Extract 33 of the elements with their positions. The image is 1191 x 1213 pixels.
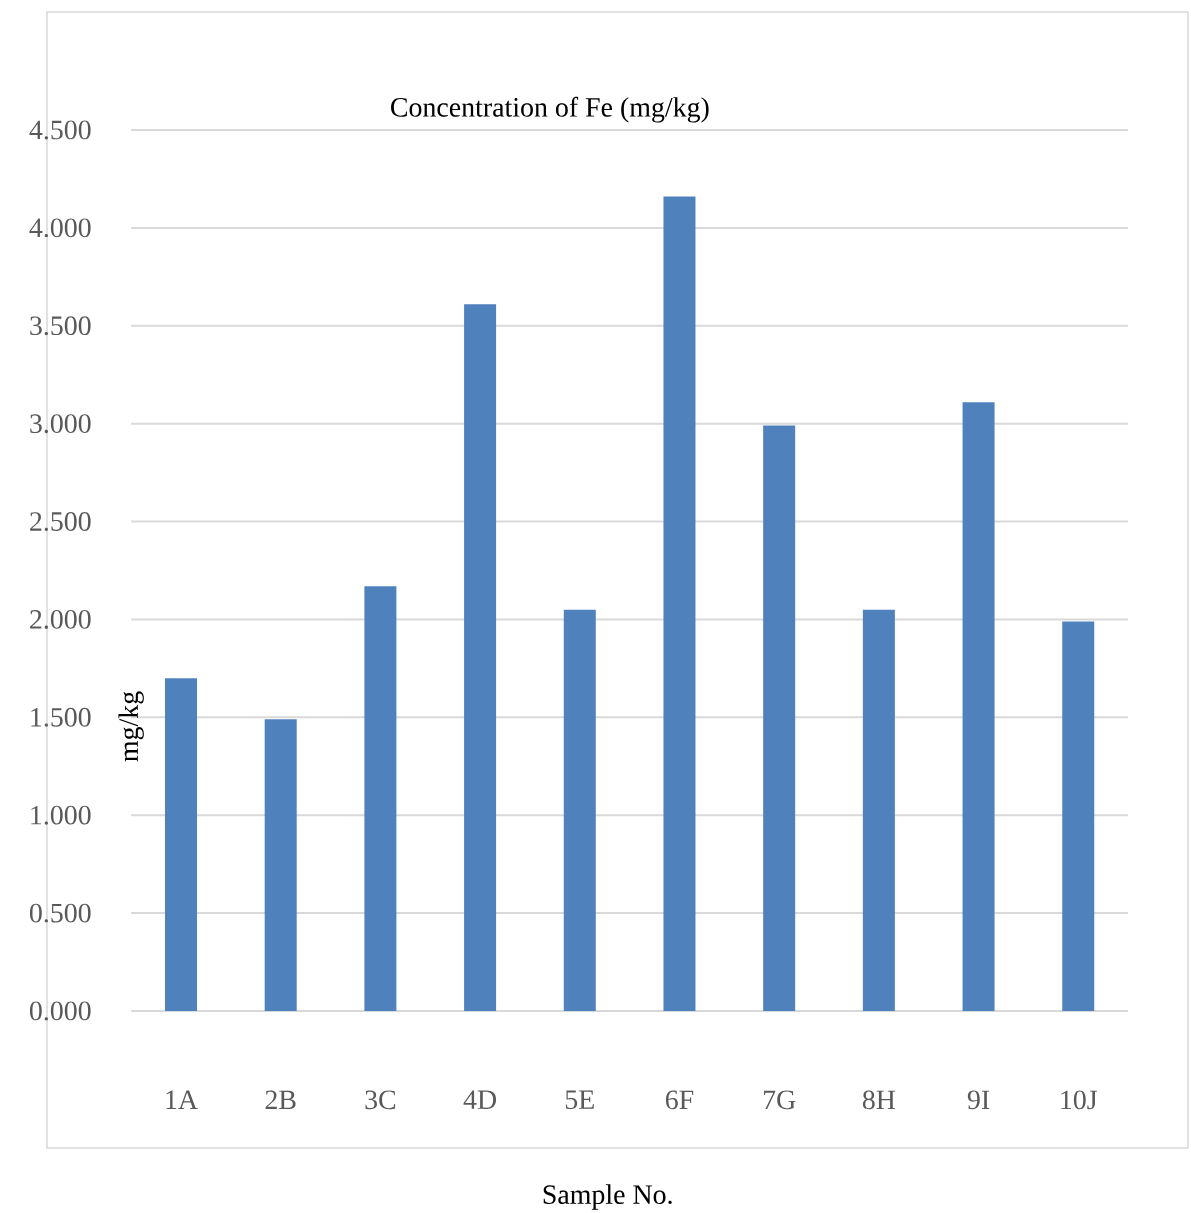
x-tick-label: 3C [365, 1090, 396, 1110]
bar [364, 586, 397, 1011]
y-tick-label: 0.000 [29, 1001, 91, 1021]
y-tick-label: 4.000 [29, 218, 91, 238]
y-tick-label: 4.500 [29, 120, 91, 140]
x-tick-label: 1A [166, 1090, 198, 1109]
bar [464, 304, 497, 1011]
y-tick-label: 1.500 [31, 707, 91, 727]
x-tick-label: 10J [1061, 1090, 1098, 1110]
chart-title: Concentration of Fe (mg/kg) [391, 96, 709, 123]
x-tick-label: 8H [862, 1090, 896, 1110]
bar [1062, 621, 1095, 1011]
x-tick-label: 6F [665, 1090, 694, 1110]
y-tick-label: 3.000 [30, 414, 91, 434]
y-tick-label: 2.500 [30, 512, 91, 532]
bar [264, 719, 297, 1011]
y-tick-label: 1.000 [31, 805, 91, 825]
x-axis-title: Sample No. [543, 1184, 672, 1210]
y-tick-label: 3.500 [30, 316, 91, 336]
y-tick-label: 2.000 [30, 609, 91, 629]
bar [962, 402, 995, 1011]
y-axis-title: mg/kg [118, 691, 144, 762]
x-tick-label: 7G [763, 1090, 796, 1110]
bar [862, 609, 895, 1011]
bar [663, 196, 696, 1011]
bar [165, 678, 197, 1011]
x-tick-label: 9I [967, 1090, 990, 1110]
x-tick-label: 4D [463, 1090, 497, 1109]
x-tick-label: 5E [565, 1090, 594, 1110]
x-tick-label: 2B [265, 1090, 296, 1110]
bar [563, 609, 596, 1011]
y-tick-label: 0.500 [29, 903, 91, 923]
bar [763, 425, 796, 1011]
